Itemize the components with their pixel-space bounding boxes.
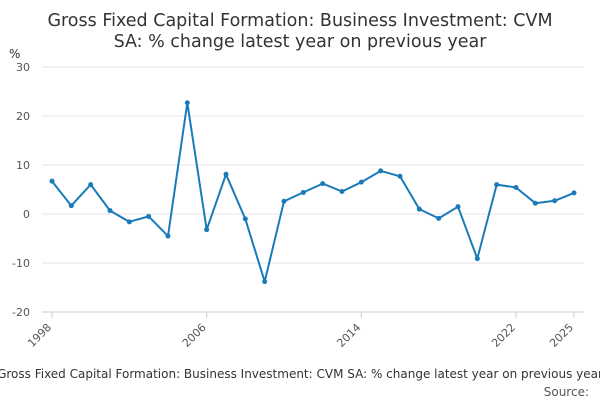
data-point[interactable] bbox=[184, 100, 190, 106]
data-point[interactable] bbox=[281, 198, 287, 204]
data-point[interactable] bbox=[204, 227, 210, 233]
data-point[interactable] bbox=[165, 233, 171, 239]
data-point[interactable] bbox=[436, 215, 442, 221]
data-point[interactable] bbox=[88, 182, 94, 188]
y-tick-label: -10 bbox=[12, 257, 30, 270]
data-point[interactable] bbox=[494, 182, 500, 188]
data-point[interactable] bbox=[68, 203, 74, 209]
data-point[interactable] bbox=[223, 171, 229, 177]
y-tick-labels: -20 -10 0 10 20 30 bbox=[12, 61, 30, 319]
x-tick-label: 1998 bbox=[25, 321, 54, 350]
data-point[interactable] bbox=[416, 206, 422, 212]
data-point[interactable] bbox=[455, 204, 461, 210]
y-tick-label: 0 bbox=[23, 208, 30, 221]
x-tick-labels: 1998 2006 2014 2022 2025 bbox=[25, 321, 576, 350]
data-point[interactable] bbox=[378, 168, 384, 174]
chart-title-line-1: Gross Fixed Capital Formation: Business … bbox=[47, 11, 552, 31]
data-point[interactable] bbox=[397, 173, 403, 179]
data-point[interactable] bbox=[358, 179, 364, 185]
x-tick-label: 2025 bbox=[547, 321, 576, 350]
data-point[interactable] bbox=[107, 208, 113, 214]
y-tick-label: -20 bbox=[12, 306, 30, 319]
data-point[interactable] bbox=[146, 213, 152, 219]
x-tick-label: 2022 bbox=[489, 321, 518, 350]
x-tick-label: 2014 bbox=[334, 321, 363, 350]
data-point[interactable] bbox=[242, 216, 248, 222]
data-point[interactable] bbox=[552, 198, 558, 204]
y-tick-label: 20 bbox=[16, 110, 30, 123]
x-tick-label: 2006 bbox=[180, 321, 209, 350]
data-point[interactable] bbox=[532, 200, 538, 206]
data-point[interactable] bbox=[126, 219, 132, 225]
data-point[interactable] bbox=[49, 178, 55, 184]
data-point[interactable] bbox=[513, 185, 519, 191]
data-point[interactable] bbox=[339, 188, 345, 194]
series-line bbox=[51, 101, 575, 283]
series bbox=[49, 100, 577, 285]
axes bbox=[42, 311, 584, 318]
data-point[interactable] bbox=[571, 190, 577, 196]
data-point[interactable] bbox=[262, 279, 268, 285]
y-tick-label: 10 bbox=[16, 159, 30, 172]
y-tick-label: 30 bbox=[16, 61, 30, 74]
data-point[interactable] bbox=[474, 256, 480, 262]
data-point[interactable] bbox=[320, 181, 326, 187]
data-point[interactable] bbox=[300, 189, 306, 195]
chart-title-line-2: SA: % change latest year on previous yea… bbox=[114, 32, 488, 52]
grid-lines bbox=[42, 66, 584, 264]
chart-footer: Gross Fixed Capital Formation: Business … bbox=[0, 367, 600, 381]
y-axis-unit-label: % bbox=[9, 47, 20, 61]
chart-source: Source: bbox=[544, 385, 589, 399]
